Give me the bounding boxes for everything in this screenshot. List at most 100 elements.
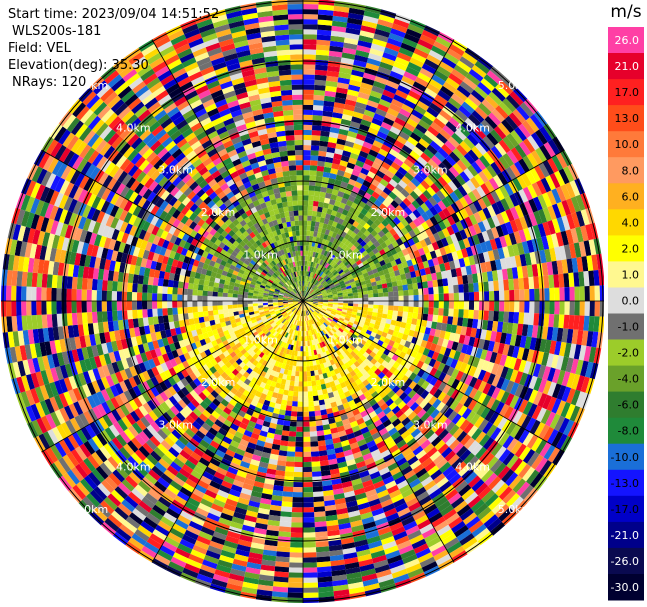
velocity-cell bbox=[298, 386, 303, 392]
velocity-cell bbox=[431, 422, 442, 433]
velocity-cell bbox=[192, 295, 198, 301]
velocity-cell bbox=[494, 401, 505, 415]
velocity-cell bbox=[468, 365, 477, 377]
velocity-cell bbox=[340, 439, 350, 447]
velocity-cell bbox=[369, 427, 379, 436]
velocity-cell bbox=[329, 380, 336, 388]
velocity-cell bbox=[427, 465, 440, 477]
velocity-cell bbox=[344, 317, 350, 322]
velocity-cell bbox=[370, 358, 378, 365]
velocity-cell bbox=[325, 403, 332, 410]
velocity-cell bbox=[433, 411, 444, 423]
velocity-cell bbox=[366, 440, 377, 449]
velocity-cell bbox=[423, 480, 437, 491]
velocity-cell bbox=[303, 436, 311, 442]
velocity-cell bbox=[348, 303, 354, 307]
velocity-cell bbox=[478, 338, 486, 350]
velocity-cell bbox=[401, 316, 408, 323]
velocity-cell bbox=[320, 310, 326, 314]
velocity-cell bbox=[473, 390, 483, 402]
velocity-cell bbox=[481, 394, 492, 407]
velocity-cell bbox=[312, 303, 318, 306]
velocity-cell bbox=[387, 462, 399, 472]
velocity-cell bbox=[303, 426, 310, 432]
velocity-cell bbox=[306, 371, 311, 377]
velocity-cell bbox=[374, 361, 382, 369]
velocity-cell bbox=[318, 591, 334, 598]
velocity-cell bbox=[336, 507, 348, 515]
velocity-cell bbox=[364, 321, 370, 327]
velocity-cell bbox=[419, 399, 429, 409]
velocity-cell bbox=[418, 453, 430, 464]
velocity-cell bbox=[393, 369, 401, 377]
velocity-cell bbox=[526, 324, 534, 338]
velocity-cell bbox=[420, 425, 432, 436]
velocity-cell bbox=[547, 367, 556, 382]
velocity-cell bbox=[198, 316, 205, 323]
velocity-cell bbox=[315, 536, 329, 543]
velocity-cell bbox=[340, 313, 347, 318]
velocity-cell bbox=[589, 362, 599, 380]
velocity-cell bbox=[306, 304, 312, 308]
velocity-cell bbox=[172, 287, 178, 295]
velocity-cell bbox=[339, 393, 346, 400]
velocity-cell bbox=[346, 432, 356, 440]
velocity-cell bbox=[338, 334, 345, 341]
velocity-cell bbox=[401, 346, 409, 354]
velocity-cell bbox=[366, 314, 372, 320]
velocity-cell bbox=[476, 358, 485, 370]
velocity-cell bbox=[297, 315, 300, 321]
velocity-cell bbox=[346, 571, 362, 580]
velocity-cell bbox=[353, 429, 363, 438]
velocity-cell bbox=[474, 416, 485, 429]
velocity-cell bbox=[222, 288, 229, 294]
velocity-cell bbox=[465, 410, 477, 423]
velocity-cell bbox=[433, 520, 449, 532]
velocity-cell bbox=[518, 463, 531, 479]
velocity-cell bbox=[355, 434, 365, 442]
velocity-cell bbox=[319, 336, 324, 343]
velocity-cell bbox=[365, 406, 375, 415]
velocity-cell bbox=[320, 352, 325, 359]
velocity-cell bbox=[539, 441, 552, 458]
velocity-cell bbox=[335, 362, 341, 369]
velocity-cell bbox=[283, 486, 294, 492]
velocity-cell bbox=[528, 312, 535, 326]
velocity-cell bbox=[333, 333, 339, 339]
velocity-cell bbox=[417, 377, 426, 387]
velocity-cell bbox=[307, 315, 311, 321]
velocity-cell bbox=[322, 484, 333, 492]
velocity-cell bbox=[321, 335, 326, 342]
velocity-cell bbox=[193, 278, 200, 285]
velocity-cell bbox=[486, 320, 494, 331]
velocity-cell bbox=[317, 581, 333, 588]
velocity-cell bbox=[455, 325, 463, 335]
velocity-cell bbox=[197, 301, 203, 307]
velocity-cell bbox=[367, 466, 379, 475]
velocity-cell bbox=[384, 378, 393, 387]
velocity-cell bbox=[326, 318, 332, 324]
velocity-cell bbox=[333, 379, 340, 386]
velocity-cell bbox=[414, 418, 424, 429]
velocity-cell bbox=[307, 391, 313, 397]
velocity-cell bbox=[337, 461, 348, 469]
velocity-cell bbox=[187, 294, 193, 301]
velocity-cell bbox=[415, 352, 423, 361]
velocity-cell bbox=[81, 301, 87, 313]
velocity-cell bbox=[312, 304, 318, 307]
velocity-cell bbox=[320, 309, 326, 313]
velocity-cell bbox=[281, 435, 289, 442]
velocity-cell bbox=[322, 304, 328, 307]
velocity-cell bbox=[364, 587, 382, 597]
velocity-cell bbox=[399, 338, 407, 346]
velocity-cell bbox=[217, 301, 223, 306]
velocity-cell bbox=[439, 330, 446, 339]
velocity-cell bbox=[358, 303, 364, 308]
velocity-cell bbox=[309, 330, 313, 336]
velocity-cell bbox=[331, 574, 348, 582]
velocity-cell bbox=[575, 359, 584, 376]
velocity-cell bbox=[423, 503, 438, 515]
velocity-cell bbox=[430, 408, 440, 419]
velocity-cell bbox=[197, 295, 203, 301]
velocity-cell bbox=[193, 317, 200, 324]
